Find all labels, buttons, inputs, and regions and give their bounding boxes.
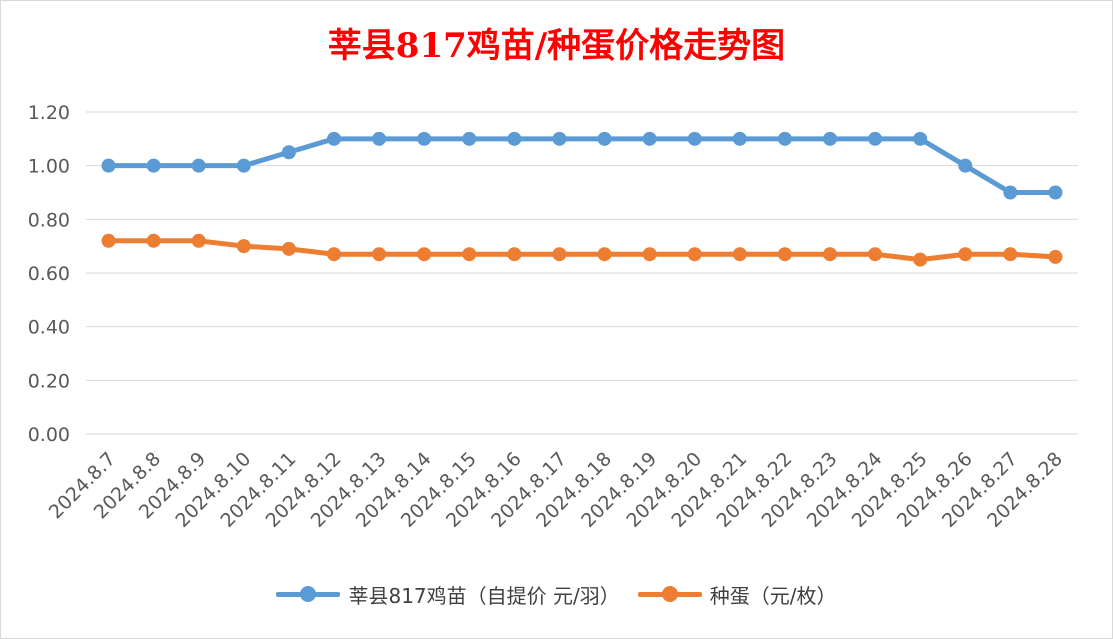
data-point — [868, 247, 883, 262]
legend-swatch-chick — [276, 584, 341, 604]
data-point — [597, 131, 612, 146]
data-point — [777, 247, 792, 262]
data-point — [868, 131, 883, 146]
data-point — [642, 247, 657, 262]
y-tick-label: 0.40 — [28, 317, 70, 339]
data-point — [642, 131, 657, 146]
legend-item-chick: 莘县817鸡苗（自提价 元/羽） — [276, 580, 620, 609]
data-point — [327, 247, 341, 262]
data-point — [1003, 247, 1018, 262]
series-line — [106, 238, 1058, 263]
data-point — [732, 131, 747, 146]
data-point — [281, 241, 296, 256]
data-point — [101, 158, 116, 173]
data-point — [191, 158, 206, 173]
data-point — [462, 247, 477, 262]
series-0 — [101, 131, 1063, 200]
legend-label-chick: 莘县817鸡苗（自提价 元/羽） — [348, 583, 620, 608]
data-point — [417, 247, 432, 262]
data-point — [372, 247, 387, 262]
data-point — [687, 131, 702, 146]
data-point — [597, 247, 612, 262]
data-point — [462, 131, 477, 146]
y-tick-label: 0.20 — [28, 370, 70, 392]
legend: 莘县817鸡苗（自提价 元/羽） 种蛋（元/枚） — [0, 575, 1113, 613]
data-point — [913, 252, 928, 267]
legend-item-egg: 种蛋（元/枚） — [637, 580, 837, 609]
data-point — [687, 247, 702, 262]
data-series — [101, 131, 1063, 267]
data-point — [146, 233, 161, 248]
y-tick-label: 0.80 — [28, 209, 70, 231]
data-point — [1003, 185, 1018, 200]
data-point — [913, 131, 928, 146]
data-point — [958, 247, 973, 262]
data-point — [507, 131, 522, 146]
y-tick-label: 1.00 — [28, 156, 70, 178]
data-point — [777, 131, 792, 146]
legend-label-egg: 种蛋（元/枚） — [709, 583, 837, 608]
grid-lines — [86, 111, 1078, 435]
x-axis-ticks: 2024.8.72024.8.82024.8.92024.8.102024.8.… — [45, 448, 1067, 532]
data-point — [1048, 185, 1063, 200]
y-tick-label: 0.00 — [28, 424, 70, 446]
y-axis-ticks: 0.00 0.20 0.40 0.60 0.80 1.00 1.20 — [28, 102, 70, 446]
data-point — [507, 247, 522, 262]
data-point — [101, 233, 116, 248]
y-tick-label: 1.20 — [28, 102, 70, 124]
data-point — [552, 131, 567, 146]
data-point — [552, 247, 567, 262]
data-point — [732, 247, 747, 262]
data-point — [958, 158, 973, 173]
data-point — [327, 131, 341, 146]
data-point — [823, 131, 837, 146]
series-1 — [101, 233, 1063, 267]
data-point — [281, 145, 296, 160]
series-line — [106, 136, 1058, 195]
y-tick-label: 0.60 — [28, 263, 70, 285]
data-point — [191, 233, 206, 248]
data-point — [146, 158, 161, 173]
data-point — [372, 131, 387, 146]
data-point — [1048, 249, 1063, 264]
data-point — [823, 247, 837, 262]
data-point — [236, 239, 251, 254]
data-point — [236, 158, 251, 173]
data-point — [417, 131, 432, 146]
chart-title: 莘县817鸡苗/种蛋价格走势图 — [327, 26, 786, 66]
legend-swatch-egg — [637, 584, 702, 604]
